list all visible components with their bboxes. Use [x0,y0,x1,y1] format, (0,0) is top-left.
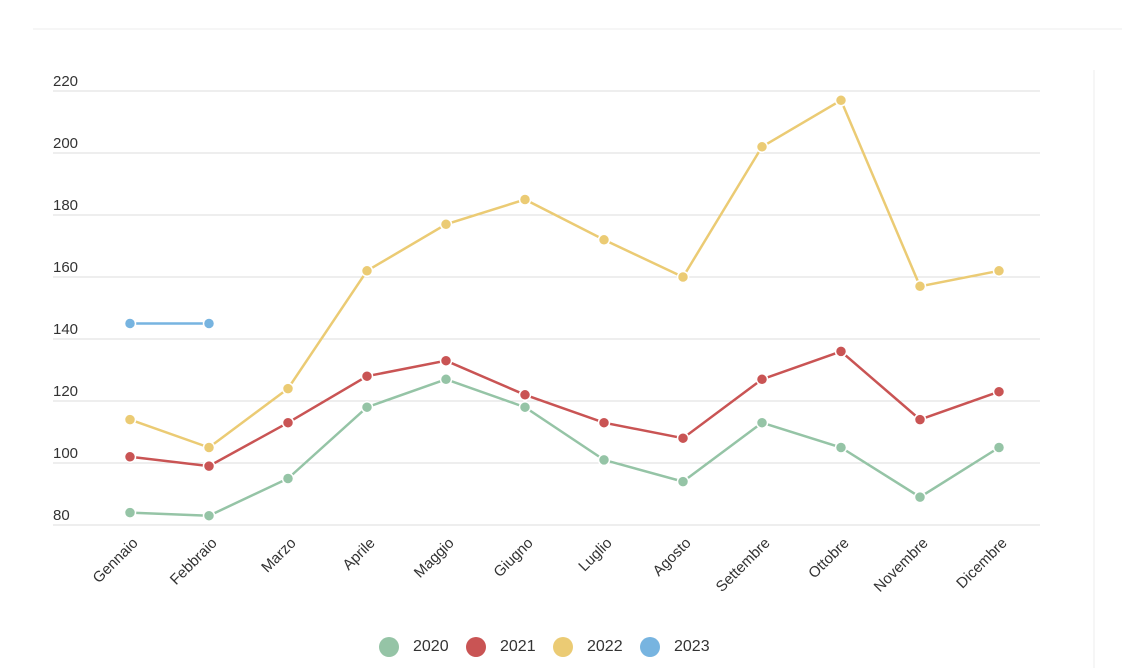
series-line [129,349,1000,468]
point [360,400,374,414]
point [992,264,1006,278]
point [834,441,848,454]
point [281,416,295,429]
point [439,218,453,231]
series-line [129,377,1000,517]
point [913,490,927,504]
point [360,369,374,383]
point [913,280,927,293]
x-tick-label: Marzo [258,535,299,576]
legend-swatch [379,637,399,657]
point [676,475,690,488]
y-tick-label: 100 [53,445,78,462]
x-tick-label: Gennaio [90,535,142,587]
point [360,264,374,278]
y-tick-label: 200 [53,135,78,152]
point [597,416,611,429]
point [676,270,690,284]
point [992,441,1006,454]
legend-swatch [640,637,660,657]
point [755,140,769,154]
y-tick-label: 120 [53,383,78,400]
x-tick-label: Settembre [713,535,774,596]
point [755,373,769,386]
point [518,388,532,402]
point [123,413,137,426]
point [439,373,453,386]
x-tick-label: Febbraio [167,535,221,589]
point [439,354,453,367]
point [992,385,1006,398]
series-line [129,98,1000,449]
point [913,413,927,426]
x-tick-label: Aprile [339,535,378,574]
x-tick-label: Maggio [411,535,458,582]
point [123,506,137,519]
x-tick-label: Ottobre [805,535,852,582]
y-tick-label: 140 [53,321,78,338]
point [518,193,532,206]
point [202,317,216,330]
point [676,431,690,445]
point [597,453,611,467]
point [202,459,216,473]
x-tick-label: Giugno [490,535,536,581]
point [202,441,216,454]
point [597,233,611,247]
legend-label: 2020 [413,638,449,655]
point [518,400,532,414]
x-tick-label: Luglio [575,535,615,575]
point [834,94,848,107]
legend-swatch [553,637,573,657]
legend-label: 2022 [587,638,623,655]
point [834,345,848,358]
y-tick-label: 220 [53,73,78,90]
point [281,382,295,395]
legend-label: 2021 [500,638,536,655]
x-tick-label: Novembre [871,535,932,596]
legend-swatch [466,637,486,657]
point [123,317,137,330]
y-tick-label: 180 [53,197,78,214]
x-tick-label: Agosto [650,535,695,580]
legend-label: 2023 [674,638,710,655]
point [281,472,295,485]
y-tick-label: 160 [53,259,78,276]
y-tick-label: 80 [53,507,70,524]
x-tick-label: Dicembre [953,535,1010,592]
point [123,450,137,464]
point [202,509,216,522]
point [755,416,769,429]
